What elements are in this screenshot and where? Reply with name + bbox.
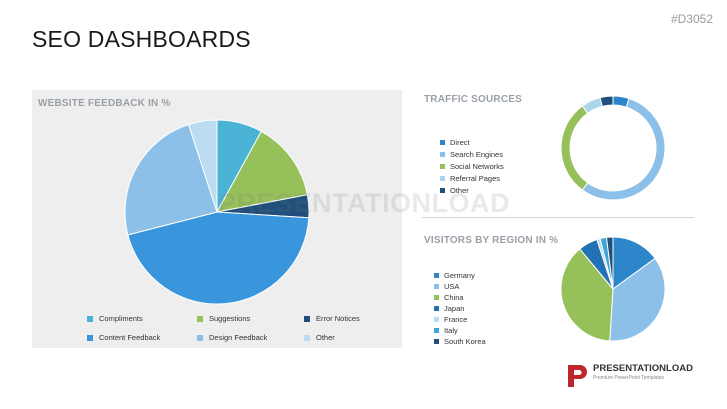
legend-swatch [434,317,439,322]
legend-item-design-feedback: Design Feedback [197,333,267,342]
page-title: SEO DASHBOARDS [32,26,251,52]
slide-id: #D3052 [670,12,713,26]
slice-other [599,95,614,107]
legend-label: Other [316,333,335,342]
traffic-sources-title: TRAFFIC SOURCES [424,94,522,105]
legend-item-error-notices: Error Notices [304,314,360,323]
legend-item-germany: Germany [434,271,475,280]
legend-item-japan: Japan [434,304,464,313]
legend-swatch [440,164,445,169]
legend-item-other: Other [440,186,469,195]
legend-swatch [304,315,310,322]
legend-swatch [440,188,445,193]
legend-swatch [440,152,445,157]
slice-china [560,248,614,342]
legend-label: Suggestions [209,314,251,323]
slice-germany [612,236,656,290]
legend-item-content-feedback: Content Feedback [87,333,160,342]
section-divider [422,217,694,218]
legend-item-social-networks: Social Networks [440,162,504,171]
legend-label: Content Feedback [99,333,161,342]
legend-item-search-engines: Search Engines [440,150,503,159]
legend-label: Social Networks [450,162,504,171]
legend-item-south-korea: South Korea [434,337,486,346]
logo-name: PRESENTATIONLOAD [593,363,693,374]
legend-swatch [434,284,439,289]
legend-swatch [440,140,445,145]
legend-swatch [434,328,439,333]
logo-tagline: Premium PowerPoint Templates [593,374,665,381]
slice-other [187,119,218,213]
legend-label: South Korea [444,337,486,346]
legend-item-china: China [434,293,464,302]
legend-label: Search Engines [450,150,503,159]
legend-swatch [87,315,93,322]
website-feedback-title: WEBSITE FEEDBACK IN % [38,98,171,109]
legend-label: Other [450,186,469,195]
legend-item-compliments: Compliments [87,314,143,323]
legend-label: Italy [444,326,458,335]
legend-item-direct: Direct [440,138,470,147]
legend-label: Design Feedback [209,333,268,342]
slice-south-korea [605,236,614,290]
legend-label: France [444,315,468,324]
legend-swatch [434,339,439,344]
legend-label: Compliments [99,314,143,323]
legend-item-other: Other [304,333,335,342]
presentationload-logo: PRESENTATIONLOAD Premium PowerPoint Temp… [566,364,693,388]
slice-usa [609,257,666,342]
legend-item-france: France [434,315,467,324]
legend-label: Japan [444,304,465,313]
legend-label: Direct [450,138,470,147]
legend-swatch [434,273,439,278]
watermark: PRESENTATIONLOAD [218,188,511,218]
legend-label: USA [444,282,460,291]
legend-swatch [304,334,310,341]
legend-item-italy: Italy [434,326,458,335]
legend-swatch [197,315,203,322]
legend-item-suggestions: Suggestions [197,314,250,323]
slice-content-feedback [127,211,310,305]
slice-suggestions [216,130,308,213]
legend-item-usa: USA [434,282,459,291]
legend-swatch [197,334,203,341]
legend-label: Referral Pages [450,174,501,183]
legend-label: Error Notices [316,314,360,323]
legend-label: China [444,293,464,302]
legend-item-referral-pages: Referral Pages [440,174,500,183]
legend-swatch [434,295,439,300]
legend-label: Germany [444,271,475,280]
legend-swatch [440,176,445,181]
legend-swatch [87,334,93,341]
logo-icon [568,365,587,387]
legend-swatch [434,306,439,311]
slice-design-feedback [124,123,218,236]
visitors-by-region-title: VISITORS BY REGION IN % [424,235,559,246]
